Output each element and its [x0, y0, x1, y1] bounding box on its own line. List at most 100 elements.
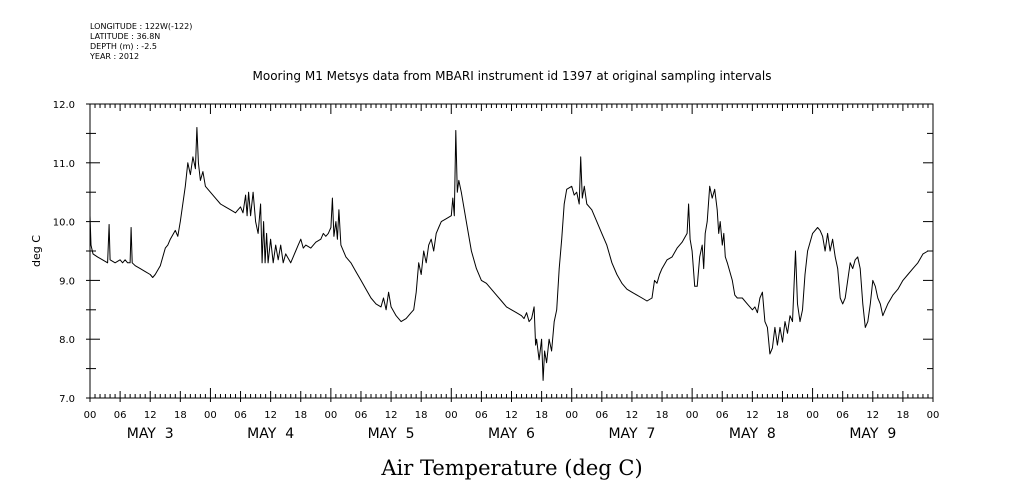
- data-point: [867, 321, 869, 322]
- data-point: [822, 236, 823, 237]
- data-point: [511, 309, 512, 311]
- data-point: [160, 265, 161, 267]
- data-point: [561, 238, 562, 240]
- x-tick-label: 06: [836, 410, 849, 421]
- data-point: [723, 233, 725, 234]
- data-point: [266, 233, 267, 234]
- data-point: [272, 262, 274, 264]
- data-point: [671, 256, 673, 258]
- x-tick-label: 06: [716, 410, 729, 421]
- data-point: [857, 256, 858, 258]
- data-point: [551, 350, 552, 352]
- data-point: [435, 233, 437, 234]
- data-point: [646, 300, 648, 302]
- data-point: [149, 274, 151, 275]
- data-point: [727, 262, 728, 264]
- data-point: [666, 259, 668, 261]
- data-point: [528, 321, 530, 322]
- data-point: [92, 253, 94, 255]
- data-point: [260, 203, 261, 205]
- data-point: [737, 297, 738, 299]
- data-point: [410, 312, 412, 314]
- data-point: [154, 274, 156, 275]
- data-point: [854, 259, 856, 261]
- data-point: [220, 203, 221, 205]
- data-point: [360, 280, 362, 281]
- data-point: [872, 280, 874, 281]
- data-point: [280, 244, 282, 246]
- data-point: [626, 288, 628, 290]
- data-point: [187, 162, 189, 164]
- data-point: [757, 312, 758, 314]
- data-point: [300, 238, 302, 240]
- data-point: [654, 280, 655, 281]
- data-point: [230, 209, 231, 211]
- data-point: [134, 265, 136, 267]
- x-tick-label: 06: [355, 410, 368, 421]
- data-point: [200, 180, 201, 181]
- data-point: [839, 297, 841, 299]
- data-point: [772, 347, 773, 349]
- plot-frame: [89, 103, 934, 399]
- data-point: [732, 280, 733, 281]
- x-tick-label: 12: [866, 410, 879, 421]
- data-point: [885, 309, 886, 311]
- axes-group: 7.0 8.0 9.0 10.0 11.0 12.0 00 06 12 18 00 06 12 18 00 0…: [53, 100, 940, 442]
- day-label: MAY 5: [368, 426, 415, 442]
- data-point: [261, 262, 263, 264]
- data-point: [506, 306, 507, 308]
- data-point: [237, 209, 239, 211]
- x-tick-label: 00: [445, 410, 458, 421]
- data-point: [109, 259, 111, 261]
- x-tick-label: 00: [927, 410, 940, 421]
- x-tick-label: 06: [595, 410, 608, 421]
- data-point: [129, 262, 131, 264]
- data-point: [611, 262, 613, 264]
- data-point: [127, 262, 128, 264]
- data-point: [696, 286, 698, 287]
- data-point: [167, 244, 169, 246]
- data-point: [584, 186, 585, 187]
- data-point: [582, 197, 583, 199]
- data-point: [198, 162, 199, 164]
- day-label: MAY 6: [488, 426, 535, 442]
- data-point: [295, 250, 297, 252]
- data-point: [350, 262, 352, 264]
- x-tick-label: 18: [415, 410, 428, 421]
- day-label: MAY 3: [127, 426, 174, 442]
- data-point: [395, 315, 397, 317]
- data-point: [807, 250, 808, 252]
- data-point: [563, 203, 565, 205]
- data-point: [438, 227, 440, 228]
- x-tick-label: 18: [294, 410, 307, 421]
- data-point: [817, 227, 818, 228]
- data-point: [917, 262, 919, 264]
- data-point: [704, 233, 706, 234]
- data-point: [340, 244, 342, 246]
- x-tick-label: 00: [565, 410, 578, 421]
- day-label: MAY 7: [608, 426, 655, 442]
- data-point: [636, 294, 638, 296]
- x-tick-label: 18: [656, 410, 669, 421]
- data-point: [325, 236, 327, 237]
- data-point: [102, 259, 103, 261]
- data-point: [706, 221, 708, 222]
- data-point: [451, 215, 452, 216]
- data-point: [383, 297, 384, 299]
- x-tick-label: 00: [686, 410, 699, 421]
- data-point: [267, 262, 269, 264]
- data-point: [804, 274, 806, 275]
- data-point: [769, 353, 771, 355]
- data-point: [553, 321, 555, 322]
- data-point: [799, 321, 801, 322]
- data-point: [824, 250, 826, 252]
- data-point: [190, 174, 191, 175]
- data-point: [119, 259, 121, 261]
- data-point: [114, 262, 116, 264]
- data-point: [441, 221, 442, 222]
- data-point: [415, 291, 417, 293]
- data-point: [430, 238, 432, 240]
- data-point: [263, 221, 264, 222]
- data-point: [501, 300, 502, 302]
- data-point: [337, 238, 338, 240]
